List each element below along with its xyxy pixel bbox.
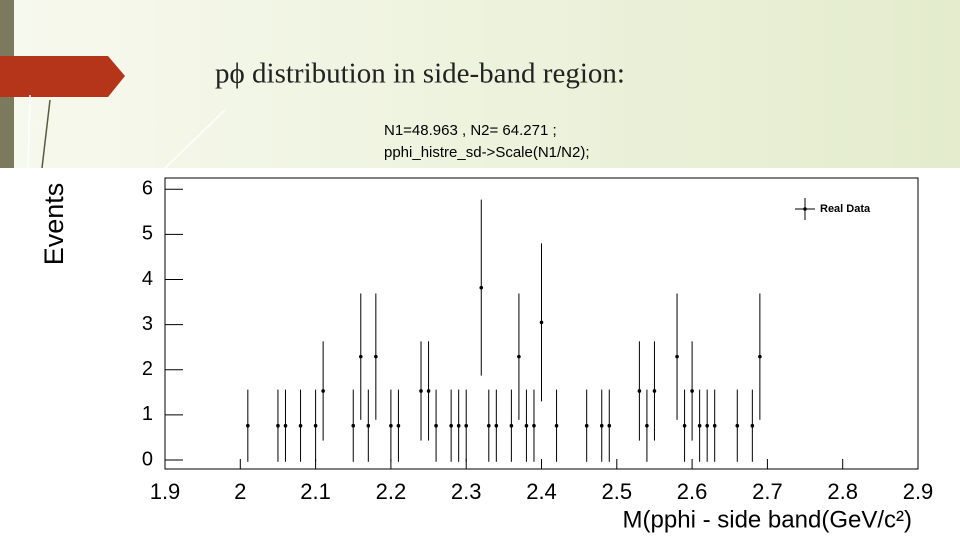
data-point (645, 423, 649, 428)
data-point (690, 389, 694, 393)
y-tick-label: 4 (142, 268, 153, 290)
x-tick-label: 1.9 (150, 479, 181, 504)
data-point (697, 423, 702, 428)
data-point (479, 285, 484, 290)
data-point (298, 423, 303, 428)
data-point (517, 354, 521, 359)
data-point (758, 354, 762, 359)
x-axis-title: M(pphi - side band(GeV/c²) (623, 506, 912, 533)
x-tick-label: 2.7 (752, 479, 783, 504)
y-tick-label: 6 (142, 178, 153, 200)
data-point (321, 389, 325, 393)
data-point (283, 423, 288, 428)
data-point (389, 423, 393, 428)
data-point (456, 423, 461, 428)
x-tick-label: 2.4 (526, 479, 557, 504)
code-line: N1=48.963 , N2= 64.271 ; (384, 122, 557, 139)
x-tick-label: 2.3 (451, 479, 482, 504)
data-point (276, 423, 280, 428)
data-point (358, 354, 363, 359)
data-point (486, 423, 491, 428)
y-tick-label: 3 (142, 313, 153, 335)
y-axis-title: Events (39, 183, 69, 266)
title-arrow (0, 56, 125, 97)
data-point (750, 423, 755, 428)
data-point (637, 389, 642, 393)
legend: Real Data (795, 198, 871, 220)
data-point (396, 423, 401, 428)
slide-title: pϕ distribution in side-band region: (215, 58, 625, 90)
data-point (509, 423, 514, 428)
data-point (532, 423, 536, 428)
decor-line (41, 99, 51, 169)
x-tick-label: 2.5 (602, 479, 633, 504)
data-point (539, 320, 544, 325)
data-point (419, 389, 423, 393)
data-point (464, 423, 469, 428)
y-tick-label: 0 (142, 448, 153, 470)
data-point (494, 423, 499, 428)
data-point (607, 423, 612, 428)
x-tick-label: 2 (234, 479, 246, 504)
x-tick-label: 2.9 (903, 479, 934, 504)
code-line: pphi_histre_sd->Scale(N1/N2); (384, 144, 590, 161)
data-point (351, 423, 356, 428)
legend-marker (803, 207, 807, 211)
data-point (712, 423, 717, 428)
x-tick-label: 2.8 (827, 479, 858, 504)
data-point (599, 423, 604, 428)
x-tick-label: 2.1 (300, 479, 331, 504)
data-point (524, 423, 529, 428)
data-point (554, 423, 559, 428)
x-tick-label: 2.6 (677, 479, 708, 504)
plot-image (0, 168, 960, 540)
data-point (584, 423, 589, 428)
data-point (246, 423, 250, 428)
y-tick-label: 2 (142, 358, 153, 380)
data-point (426, 389, 431, 393)
data-point (374, 354, 378, 359)
y-tick-label: 1 (142, 403, 153, 425)
data-point (682, 423, 687, 428)
x-tick-label: 2.2 (376, 479, 407, 504)
decor-line (27, 94, 31, 169)
data-point (449, 423, 453, 428)
data-point (675, 354, 679, 359)
data-point (705, 423, 709, 428)
data-point (652, 389, 657, 393)
data-point (366, 423, 371, 428)
data-point (735, 423, 740, 428)
data-point (434, 423, 438, 428)
y-tick-label: 5 (142, 223, 153, 245)
data-point (313, 423, 318, 428)
decor-line (164, 109, 226, 169)
legend-label: Real Data (820, 203, 871, 215)
